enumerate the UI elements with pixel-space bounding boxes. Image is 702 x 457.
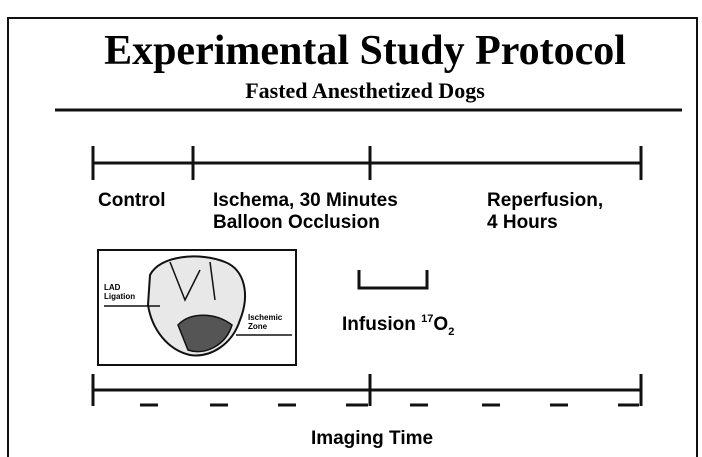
infusion-bracket <box>357 270 429 290</box>
infusion-text: Infusion <box>342 314 416 335</box>
figure-label: Ischemic <box>248 313 283 322</box>
vessels <box>169 261 216 302</box>
figure-label: LAD <box>104 283 121 292</box>
heart-figure: LAD Ligation Ischemic Zone <box>97 249 297 366</box>
infusion-element: O <box>433 314 448 335</box>
figure-label: Ligation <box>104 292 135 301</box>
frame <box>7 17 698 457</box>
phase-label: Control <box>98 190 166 211</box>
imaging-timeline <box>91 374 643 407</box>
phase-label: Ischema, 30 Minutes <box>213 190 398 211</box>
figure-label: Zone <box>248 322 268 331</box>
infusion-subscript: 2 <box>448 326 454 338</box>
title: Experimental Study Protocol <box>104 28 626 74</box>
infusion-label: Infusion 17O2 <box>342 313 454 338</box>
imaging-label: Imaging Time <box>311 428 433 449</box>
phase-label: Balloon Occlusion <box>213 212 380 233</box>
phase-label: Reperfusion, <box>487 190 603 211</box>
subtitle: Fasted Anesthetized Dogs <box>245 78 485 103</box>
protocol-timeline <box>91 146 643 180</box>
infusion-isotope: 17 <box>421 313 433 325</box>
ischemic-zone <box>177 314 233 353</box>
phase-label: 4 Hours <box>487 212 558 233</box>
